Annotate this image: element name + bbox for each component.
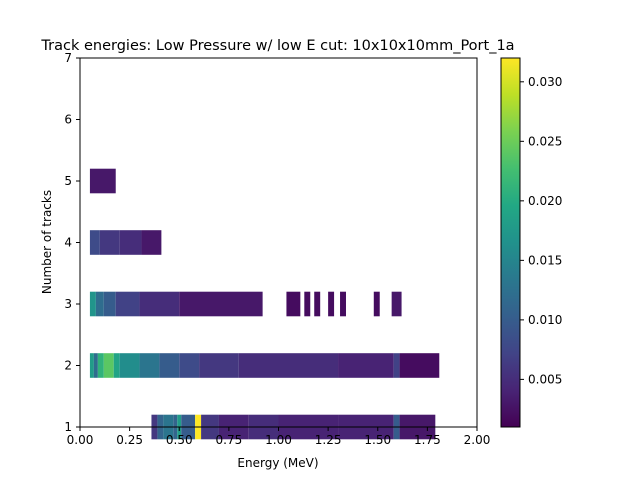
heatmap-cell — [103, 353, 114, 378]
y-axis: 1 2 3 4 5 6 7 — [64, 51, 80, 434]
heatmap-cell — [338, 353, 394, 378]
colorbar-tick-label: 0.025 — [528, 134, 562, 148]
heatmap-cell — [278, 353, 339, 378]
heatmap-cell — [393, 353, 400, 378]
x-axis: 0.00 0.25 0.50 0.75 1.00 1.25 1.50 1.75 2.00 — [67, 427, 491, 447]
heatmap-cell — [119, 353, 140, 378]
y-tick-label: 7 — [64, 51, 72, 65]
colorbar — [500, 57, 521, 428]
colorbar-tick-label: 0.010 — [528, 313, 562, 327]
heatmap-cell — [340, 291, 346, 317]
heatmap-cell — [103, 291, 116, 317]
x-axis-label: Energy (MeV) — [237, 456, 318, 470]
heatmap-cell — [115, 291, 140, 317]
heatmap-cell — [399, 353, 440, 378]
x-tick-label: 1.75 — [414, 433, 441, 447]
colorbar-tick-label: 0.030 — [528, 75, 562, 89]
heatmap-cell — [89, 168, 116, 194]
heatmap-cell — [141, 230, 162, 255]
heatmap-cell — [328, 291, 335, 317]
heatmap-cell — [139, 353, 160, 378]
heatmap-cell — [238, 353, 279, 378]
x-tick-label: 0.00 — [67, 433, 94, 447]
y-axis-label: Number of tracks — [40, 190, 54, 294]
heatmap-cell — [314, 291, 321, 317]
x-tick-label: 1.50 — [364, 433, 391, 447]
heatmap-cell — [286, 291, 301, 317]
heatmap-cell — [89, 230, 100, 255]
x-tick-label: 0.75 — [216, 433, 243, 447]
heatmap-cell — [199, 353, 239, 378]
x-tick-label: 0.50 — [166, 433, 193, 447]
colorbar-tick-label: 0.005 — [528, 372, 562, 386]
heatmap-cells — [89, 168, 440, 440]
heatmap-cell — [373, 291, 380, 317]
y-tick-label: 3 — [64, 297, 72, 311]
colorbar-axis: 0.005 0.010 0.015 0.020 0.025 0.030 — [520, 75, 562, 386]
heatmap-cell — [179, 353, 200, 378]
heatmap-cell — [159, 353, 180, 378]
heatmap-cell — [89, 353, 94, 378]
y-tick-label: 2 — [64, 359, 72, 373]
y-tick-label: 6 — [64, 113, 72, 127]
y-tick-label: 1 — [64, 420, 72, 434]
heatmap-cell — [391, 291, 402, 317]
colorbar-tick-label: 0.015 — [528, 253, 562, 267]
heatmap-cell — [99, 230, 120, 255]
heatmap-cell — [95, 291, 104, 317]
heatmap-cell — [119, 230, 142, 255]
heatmap-cell — [97, 353, 104, 378]
heatmap-cell — [113, 353, 120, 378]
y-tick-label: 4 — [64, 236, 72, 250]
heatmap-cell — [304, 291, 311, 317]
heatmap-cell — [89, 291, 96, 317]
x-tick-label: 2.00 — [464, 433, 491, 447]
heatmap-cell — [93, 353, 98, 378]
heatmap-cell — [139, 291, 180, 317]
y-tick-label: 5 — [64, 174, 72, 188]
x-tick-label: 0.25 — [116, 433, 143, 447]
chart-title: Track energies: Low Pressure w/ low E cu… — [40, 38, 514, 54]
x-tick-label: 1.00 — [265, 433, 292, 447]
x-tick-label: 1.25 — [315, 433, 342, 447]
heatmap-cell — [179, 291, 263, 317]
colorbar-tick-label: 0.020 — [528, 194, 562, 208]
